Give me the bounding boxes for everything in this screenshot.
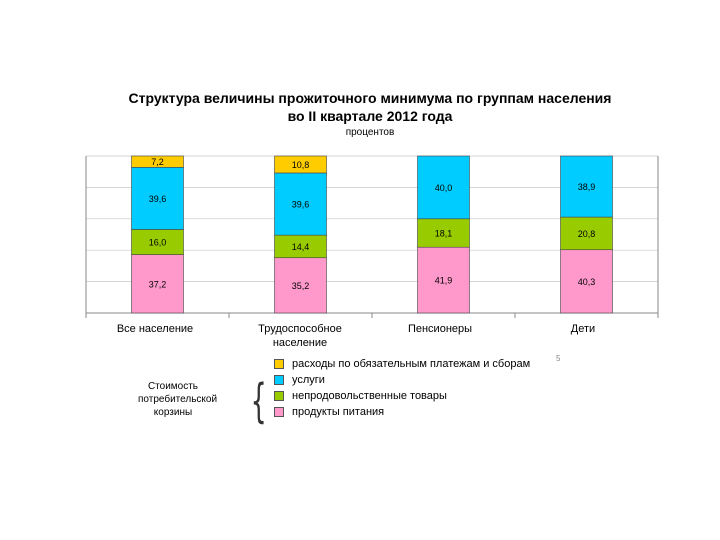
bar-segment-services xyxy=(417,155,470,220)
category-label-pensioners: Пенсионеры xyxy=(407,323,473,335)
bar-segment-food xyxy=(560,249,613,314)
legend-item-food: продукты питания xyxy=(274,404,530,420)
data-label: 14,4 xyxy=(292,242,310,252)
data-label: 16,0 xyxy=(149,238,167,248)
legend-item-payments: расходы по обязательным платежам и сбора… xyxy=(274,356,530,372)
legend-label-nonfood: непродовольственные товары xyxy=(292,390,447,402)
bar-segment-nonfood xyxy=(417,218,470,248)
data-label: 35,2 xyxy=(292,281,310,291)
bar-segment-services xyxy=(274,172,327,236)
brace-icon: { xyxy=(250,374,267,428)
category-label-all: Все население xyxy=(116,323,194,335)
legend-item-nonfood: непродовольственные товары xyxy=(274,388,530,404)
category-label-working: Трудоспособное население xyxy=(258,323,342,349)
title-line-2: во II квартале 2012 года xyxy=(287,108,453,124)
legend-swatch-services xyxy=(274,375,284,385)
legend-item-services: услуги xyxy=(274,372,530,388)
data-label: 38,9 xyxy=(578,182,596,192)
data-label: 10,8 xyxy=(292,160,310,170)
data-label: 39,6 xyxy=(149,194,167,204)
data-label: 41,9 xyxy=(435,276,453,286)
footnote-mark: 5 xyxy=(556,354,561,363)
data-label: 20,8 xyxy=(578,229,596,239)
bar-segment-nonfood xyxy=(131,229,184,255)
units-label: процентов xyxy=(345,127,395,138)
title-line-1: Структура величины прожиточного минимума… xyxy=(128,90,612,106)
bar-segment-food xyxy=(417,246,470,314)
bar-segment-services xyxy=(131,167,184,230)
data-label: 37,2 xyxy=(149,279,167,289)
legend-swatch-food xyxy=(274,407,284,417)
bar-segment-food xyxy=(131,254,184,314)
category-label-children: Дети xyxy=(570,323,596,335)
data-label: 40,3 xyxy=(578,277,596,287)
legend-swatch-nonfood xyxy=(274,391,284,401)
legend-label-food: продукты питания xyxy=(292,406,385,418)
bar-segment-food xyxy=(274,257,327,314)
chart-legend: расходы по обязательным платежам и сбора… xyxy=(274,356,530,420)
legend-label-services: услуги xyxy=(292,374,325,386)
data-label: 39,6 xyxy=(292,200,310,210)
chart-title: Структура величины прожиточного минимума… xyxy=(70,89,670,125)
legend-label-payments: расходы по обязательным платежам и сбора… xyxy=(292,358,531,370)
data-label: 7,2 xyxy=(151,157,164,167)
bar-segment-payments xyxy=(274,155,327,174)
basket-cost-note: Стоимость потребительской корзины xyxy=(138,381,218,418)
legend-swatch-payments xyxy=(274,359,284,369)
bar-segment-services xyxy=(560,155,613,218)
bar-segment-payments xyxy=(131,155,184,168)
data-label: 18,1 xyxy=(435,229,453,239)
data-label: 40,0 xyxy=(435,183,453,193)
